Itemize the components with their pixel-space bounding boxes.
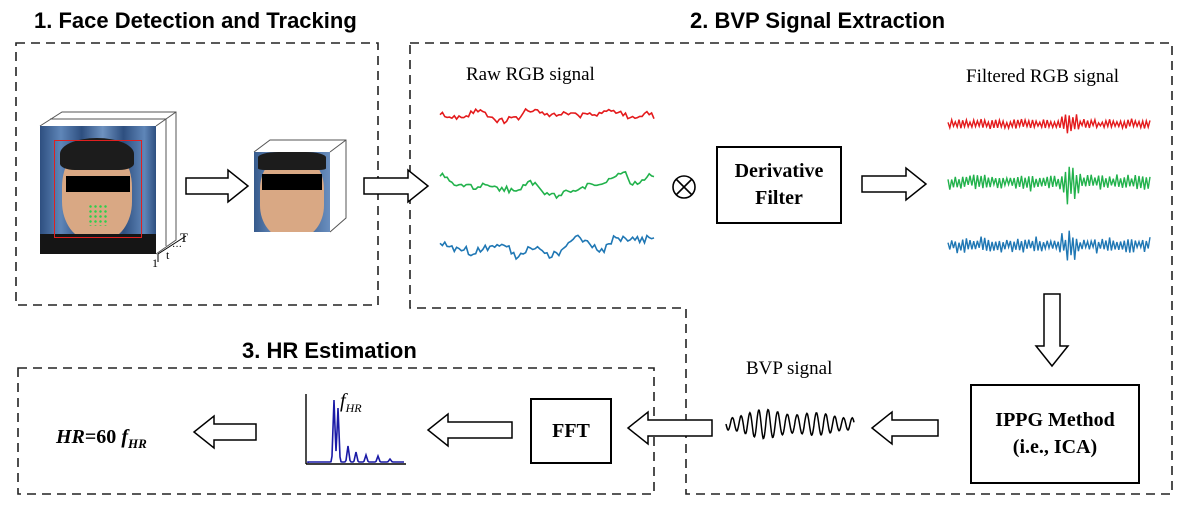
derivative-filter-line2: Filter xyxy=(755,187,803,209)
convolution-operator-icon xyxy=(672,175,696,199)
axis-label-1: 1 xyxy=(152,256,158,270)
raw-blue-signal xyxy=(439,234,655,261)
cropped-face-cube-icon xyxy=(253,139,347,233)
frame-bvp-extraction xyxy=(409,42,1173,495)
hr-formula-sub: HR xyxy=(127,436,147,451)
cropped-hair xyxy=(258,152,326,170)
face-bounding-box xyxy=(54,140,142,238)
arrow-spectrum-to-hr xyxy=(192,414,257,450)
hr-spectrum-plot xyxy=(305,394,406,465)
arrow-fft-to-spectrum xyxy=(426,412,513,448)
eye-censor-bar xyxy=(66,176,130,192)
axis-label-t: t xyxy=(166,248,170,262)
frame-face-detection xyxy=(15,42,379,306)
raw-red-signal xyxy=(439,107,655,125)
ippg-method-line2: (i.e., ICA) xyxy=(1012,436,1098,458)
raw-green-signal xyxy=(439,170,655,200)
ippg-method-line1: IPPG Method xyxy=(995,409,1115,431)
filtered-blue-signal xyxy=(947,230,1151,261)
arrow-ippg-to-bvp xyxy=(870,410,939,446)
fft-label: FFT xyxy=(552,419,590,442)
derivative-filter-line1: Derivative xyxy=(734,160,824,182)
fft-box: FFT xyxy=(530,398,612,464)
landmark-points xyxy=(88,204,108,226)
spectrum-line xyxy=(307,399,404,463)
hr-formula-hr: HR xyxy=(56,426,85,448)
hr-formula-f: f xyxy=(121,426,128,448)
hair xyxy=(60,138,134,170)
spectrum-peak-label: fHR xyxy=(340,390,362,416)
hr-formula: HR=60 fHR xyxy=(56,426,147,452)
section-title-hr-estimation: 3. HR Estimation xyxy=(242,338,417,363)
section-title-face-detection: 1. Face Detection and Tracking xyxy=(34,8,357,33)
arrow-filtered-to-ippg xyxy=(1034,293,1070,368)
video-frame-image xyxy=(40,126,156,254)
axis-label-dots: ··· xyxy=(172,242,182,253)
video-volume-cube-icon xyxy=(39,111,177,255)
cropped-face-image xyxy=(254,152,330,232)
bvp-signal-line xyxy=(725,408,855,440)
arrow-bvp-to-fft xyxy=(626,410,713,446)
body-shirt xyxy=(40,234,156,254)
axis-label-T: T xyxy=(180,230,188,245)
section-title-bvp-extraction: 2. BVP Signal Extraction xyxy=(690,8,946,33)
arrow-frame-to-crop xyxy=(185,168,250,204)
bvp-waveform xyxy=(725,408,855,440)
filtered-green-signal xyxy=(947,166,1151,205)
filtered-red-signal xyxy=(947,114,1151,134)
raw-rgb-label: Raw RGB signal xyxy=(466,64,595,85)
filtered-rgb-label: Filtered RGB signal xyxy=(966,66,1120,87)
spectrum-peak-f: f xyxy=(340,390,346,412)
spectrum-peak-sub: HR xyxy=(345,401,362,415)
time-axis-icon xyxy=(157,235,187,262)
arrow-crop-to-raw xyxy=(363,168,430,204)
raw-rgb-signals xyxy=(439,107,655,261)
ippg-method-box: IPPG Method (i.e., ICA) xyxy=(970,384,1140,484)
derivative-filter-box: Derivative Filter xyxy=(716,146,842,224)
hr-formula-mid: =60 xyxy=(84,426,122,448)
cropped-eye-censor-bar xyxy=(262,174,322,190)
filtered-rgb-signals xyxy=(947,114,1151,261)
bvp-signal-label: BVP signal xyxy=(746,358,833,379)
arrow-filter-to-filtered xyxy=(861,166,928,202)
